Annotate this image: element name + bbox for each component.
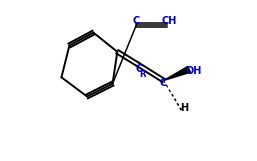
Polygon shape [164,66,190,80]
Text: R: R [140,70,146,79]
Text: C: C [160,78,167,88]
Text: OH: OH [186,66,202,76]
Text: H: H [181,103,189,114]
Text: C: C [135,64,142,74]
Text: C: C [132,16,139,26]
Text: CH: CH [161,16,177,26]
